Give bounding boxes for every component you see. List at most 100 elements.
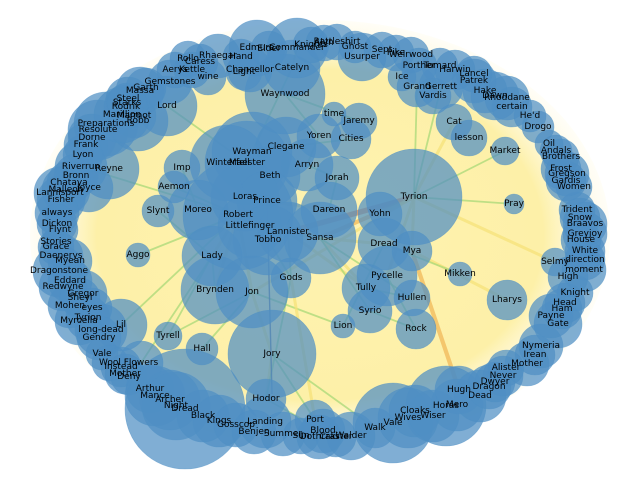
node-label-cat: Cat <box>446 117 462 127</box>
node-label-moreo: Moreo <box>184 205 212 215</box>
node-label-walder: Walder <box>335 431 367 441</box>
node-label-fisher: Fisher <box>48 195 75 205</box>
node-label-aggo: Aggo <box>126 250 150 260</box>
node-label-knights: Knights <box>294 40 328 50</box>
node-label-myrcella: Myrcella <box>60 316 98 326</box>
node-label-pike: Pike <box>387 48 406 58</box>
node-label-horas: Horas <box>433 401 459 411</box>
node-label-archer: Archer <box>155 395 185 405</box>
node-elder[interactable] <box>250 30 288 68</box>
node-label-andals: Andals <box>541 146 572 156</box>
node-label-rhaegar: Rhaegar <box>199 51 237 61</box>
node-mikken[interactable] <box>447 261 473 287</box>
node-garth[interactable] <box>125 67 167 109</box>
node-label-mikken: Mikken <box>444 269 476 279</box>
node-kettle[interactable] <box>173 51 211 89</box>
node-label-slynt: Slynt <box>147 206 170 216</box>
node-label-dawn: Dawn <box>482 91 508 101</box>
node-label-clegane: Clegane <box>268 142 305 152</box>
node-label-benjen: Benjen <box>238 427 269 437</box>
node-label-dread2: Dread <box>171 404 198 414</box>
node-label-rattleshirt: Rattleshirt <box>314 37 361 47</box>
node-market[interactable] <box>490 136 520 166</box>
node-label-jorah: Jorah <box>324 173 348 183</box>
node-label-lharys: Lharys <box>492 295 522 305</box>
node-label-edmure: Edmure <box>240 43 275 53</box>
node-label-flowers: Flowers <box>124 358 159 368</box>
node-tyrell[interactable] <box>153 321 183 351</box>
node-label-selmy: Selmy <box>541 257 570 267</box>
node-label-mero: Mero <box>446 400 469 410</box>
node-label-garth: Garth <box>133 83 158 93</box>
node-label-flynt: Flynt <box>49 225 72 235</box>
node-layer <box>32 17 608 470</box>
node-label-port: Port <box>306 415 324 425</box>
node-label-robert: Robert <box>223 210 253 220</box>
node-label-elder: Elder <box>257 44 280 54</box>
node-label-rodrik: Rodrik <box>112 102 141 112</box>
node-label-dothraki: Dothraki <box>300 432 339 442</box>
node-label-reyne: Reyne <box>95 164 123 174</box>
node-pray[interactable] <box>503 193 525 215</box>
node-slynt[interactable] <box>141 194 175 228</box>
node-label-knight: Knight <box>560 288 590 298</box>
node-label-irean: Irean <box>524 350 547 360</box>
node-porther[interactable] <box>400 47 438 85</box>
node-label-joyce: Joyce <box>76 183 101 193</box>
node-label-blood: Blood <box>310 426 335 436</box>
node-time[interactable] <box>321 101 347 127</box>
node-label-women: Women <box>557 182 591 192</box>
node-label-instead: Instead <box>104 362 137 372</box>
node-label-wayman: Wayman <box>232 147 271 157</box>
node-dareon[interactable] <box>300 181 358 239</box>
node-label-ghost: Ghost <box>342 42 369 52</box>
node-vardis[interactable] <box>414 77 452 115</box>
node-label-jaremy: Jaremy <box>342 116 375 126</box>
node-label-bronn: Bronn <box>63 171 90 181</box>
node-aemon[interactable] <box>157 170 191 204</box>
node-label-eyes: eyes <box>81 303 102 313</box>
node-label-eddard: Eddard <box>54 276 86 286</box>
node-label-porther: Porther <box>403 61 436 71</box>
node-label-certain: certain <box>496 102 527 112</box>
node-label-kings: Kings <box>207 416 232 426</box>
node-label-lannister: Lannister <box>267 227 309 237</box>
node-label-vale2: Vale <box>383 418 402 428</box>
node-label-walk: Walk <box>364 423 386 433</box>
node-label-hand: Hand <box>229 52 253 62</box>
node-label-preparations: Preparations <box>78 119 135 129</box>
node-label-gemstones: Gemstones <box>145 77 196 87</box>
node-label-redwyne: Redwyne <box>42 282 83 292</box>
node-label-lion: Lion <box>334 321 353 331</box>
node-label-lannisport: Lannisport <box>36 188 84 198</box>
node-label-brothers: Brothers <box>542 152 581 162</box>
node-label-oil: Oil <box>543 139 555 149</box>
node-label-sheyl: Sheyl <box>68 293 93 303</box>
node-label-sun: Sun <box>292 431 309 441</box>
node-label-arthur: Arthur <box>136 384 165 394</box>
node-label-mya: Mya <box>403 246 422 256</box>
node-lharys[interactable] <box>486 279 528 321</box>
node-label-vardis: Vardis <box>419 91 447 101</box>
node-label-mother2: Mother <box>511 359 543 369</box>
node-label-harwin: Harwin <box>439 65 471 75</box>
node-label-trident: Trident <box>561 205 593 215</box>
node-label-mother: Mother <box>109 369 141 379</box>
node-lesson[interactable] <box>450 119 488 157</box>
node-label-catelyn: Catelyn <box>275 63 309 73</box>
node-label-imp: Imp <box>173 163 190 173</box>
node-label-jory: Jory <box>262 349 281 359</box>
node-label-prince: Prince <box>253 196 281 206</box>
node-label-dareon: Dareon <box>313 205 346 215</box>
node-label-braavos: Braavos <box>567 219 604 229</box>
node-lion[interactable] <box>330 313 356 339</box>
node-label-waynwood: Waynwood <box>261 89 310 99</box>
node-label-malleon: Malleon <box>48 185 83 195</box>
node-aggo[interactable] <box>125 242 151 268</box>
node-syrio[interactable] <box>347 288 393 334</box>
node-label-always: always <box>42 208 73 218</box>
node-label-maester: Maester <box>229 158 266 168</box>
node-rock[interactable] <box>395 308 437 350</box>
node-label-robb: Robb <box>127 116 150 126</box>
